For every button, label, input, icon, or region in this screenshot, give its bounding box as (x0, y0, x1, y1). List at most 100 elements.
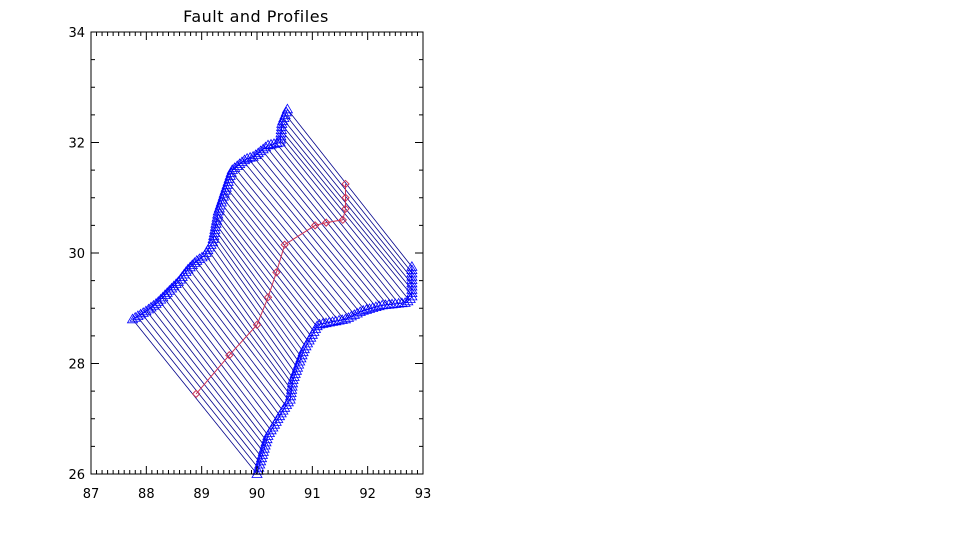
left-boundary-marker (142, 303, 155, 314)
right-boundary-marker (406, 280, 418, 291)
profile-line (257, 153, 382, 306)
right-boundary-marker (297, 346, 309, 357)
right-boundary-marker (317, 318, 329, 328)
right-boundary-marker (323, 316, 335, 327)
left-boundary-marker (257, 143, 269, 154)
profile-line (280, 129, 413, 291)
left-boundary-marker (280, 106, 292, 117)
left-boundary-marker (279, 109, 291, 120)
profile-line (210, 244, 298, 369)
right-boundary-marker (256, 449, 269, 459)
left-boundary-marker (236, 156, 248, 167)
left-boundary-marker (275, 127, 287, 138)
fault-marker (191, 389, 201, 399)
right-boundary-marker (298, 343, 310, 354)
fault-marker (225, 351, 234, 360)
right-boundary-marker (351, 307, 363, 318)
fault-marker (341, 204, 350, 214)
left-boundary-marker (222, 176, 234, 186)
profile-line (280, 135, 413, 296)
profile-line (252, 156, 377, 308)
left-boundary-marker (215, 196, 227, 207)
profile-line (216, 218, 309, 342)
right-boundary-marker (406, 284, 418, 294)
left-boundary-marker (229, 162, 241, 172)
left-boundary-marker (247, 150, 259, 161)
left-boundary-marker (254, 145, 267, 156)
left-boundary-marker (126, 313, 139, 324)
left-boundary-marker (216, 193, 228, 204)
left-boundary-marker (250, 149, 262, 160)
fault-marker (341, 179, 350, 189)
right-boundary-marker (261, 433, 273, 444)
left-boundary-marker (226, 164, 238, 174)
profile-line (188, 268, 290, 402)
left-boundary-marker (170, 278, 182, 289)
left-boundary-marker (281, 103, 294, 114)
fault-marker (341, 193, 350, 202)
right-boundary-marker (333, 314, 345, 325)
left-boundary-marker (157, 291, 169, 302)
profile-line (285, 114, 413, 273)
left-boundary-marker (238, 154, 251, 165)
left-boundary-marker (152, 296, 164, 306)
left-boundary-marker (274, 136, 286, 147)
left-boundary-marker (196, 251, 208, 262)
left-boundary-marker (223, 173, 235, 183)
profile-line (178, 281, 281, 416)
left-boundary-marker (140, 305, 152, 316)
left-boundary-marker (193, 253, 206, 264)
profile-line (170, 288, 275, 426)
left-boundary-marker (159, 289, 171, 300)
right-boundary-marker (406, 261, 418, 271)
profile-line (181, 276, 284, 412)
fault-marker (310, 221, 320, 230)
right-boundary-marker (406, 277, 418, 288)
left-boundary-marker (137, 307, 149, 317)
left-boundary-marker (191, 255, 203, 265)
profile-line (281, 124, 413, 285)
fault-marker (321, 218, 331, 227)
right-boundary-marker (367, 302, 379, 312)
profile-line (214, 229, 304, 353)
right-boundary-marker (296, 349, 308, 360)
left-boundary-marker (271, 137, 283, 148)
right-boundary-marker (376, 299, 388, 310)
profile-line (200, 257, 293, 385)
profile-line (225, 187, 334, 323)
right-boundary-marker (404, 293, 416, 303)
profile-line (166, 292, 272, 431)
left-boundary-marker (231, 160, 243, 171)
left-boundary-marker (165, 282, 178, 293)
left-boundary-marker (259, 141, 272, 152)
right-boundary-marker (363, 303, 376, 313)
y-tick-label: 28 (68, 358, 85, 373)
left-boundary-marker (217, 190, 229, 201)
right-boundary-marker (342, 312, 355, 322)
profile-line (185, 272, 287, 407)
right-boundary-marker (291, 361, 304, 372)
profile-line (229, 176, 345, 320)
y-tick-label: 30 (68, 247, 85, 262)
left-boundary-marker (275, 130, 287, 141)
right-boundary-marker (254, 455, 267, 466)
right-boundary-marker (373, 300, 385, 311)
left-boundary-marker (244, 151, 256, 162)
left-boundary-marker (262, 139, 274, 150)
y-tick-label: 26 (68, 468, 85, 483)
left-boundary-marker (252, 147, 264, 158)
right-boundary-marker (259, 439, 271, 450)
profile-line (265, 146, 394, 305)
right-boundary-marker (292, 358, 305, 369)
right-boundary-marker (260, 436, 272, 447)
left-boundary-marker (275, 124, 287, 135)
right-boundary-marker (370, 301, 382, 312)
fault-marker (280, 240, 289, 249)
left-boundary-marker (186, 259, 198, 270)
left-boundary-marker (224, 170, 236, 180)
profile-line (261, 149, 388, 306)
x-tick-label: 88 (138, 487, 155, 502)
left-boundary-marker (132, 310, 144, 321)
right-boundary-line (256, 266, 413, 475)
